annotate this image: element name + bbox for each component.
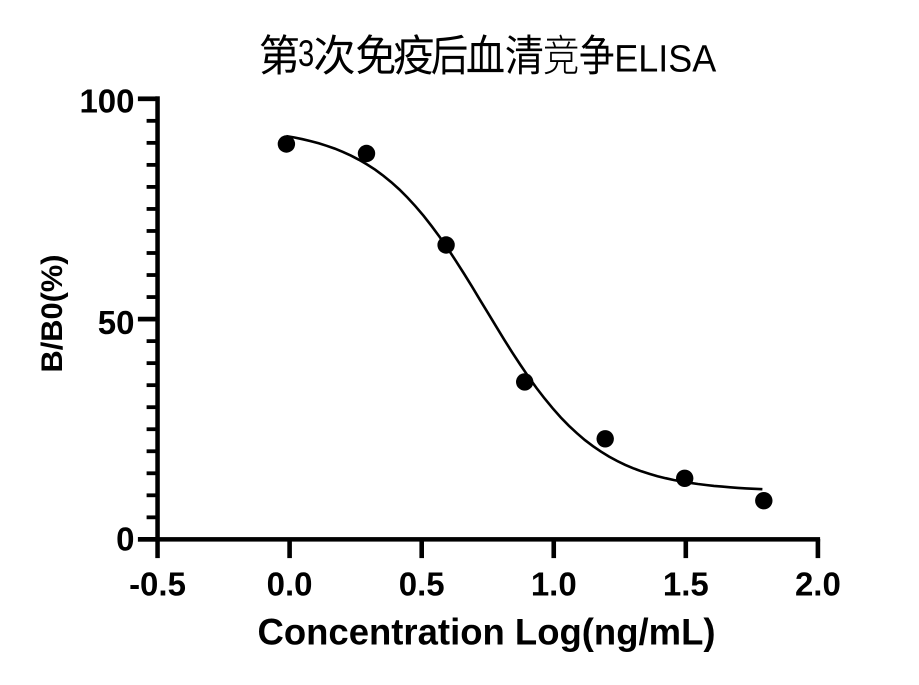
svg-text:2.0: 2.0 [795,566,841,603]
svg-text:Concentration Log(ng/mL): Concentration Log(ng/mL) [258,611,716,653]
svg-text:-0.5: -0.5 [129,566,186,603]
svg-text:B/B0(%): B/B0(%) [36,255,69,373]
svg-text:3: 3 [298,34,314,75]
svg-text:0: 0 [116,521,134,558]
svg-text:ELISA: ELISA [614,38,716,81]
svg-text:1.5: 1.5 [663,566,709,603]
svg-text:1.0: 1.0 [531,566,577,603]
svg-text:0.5: 0.5 [399,566,445,603]
svg-text:0.0: 0.0 [267,566,313,603]
svg-text:100: 100 [79,83,134,120]
svg-text:50: 50 [98,304,135,341]
